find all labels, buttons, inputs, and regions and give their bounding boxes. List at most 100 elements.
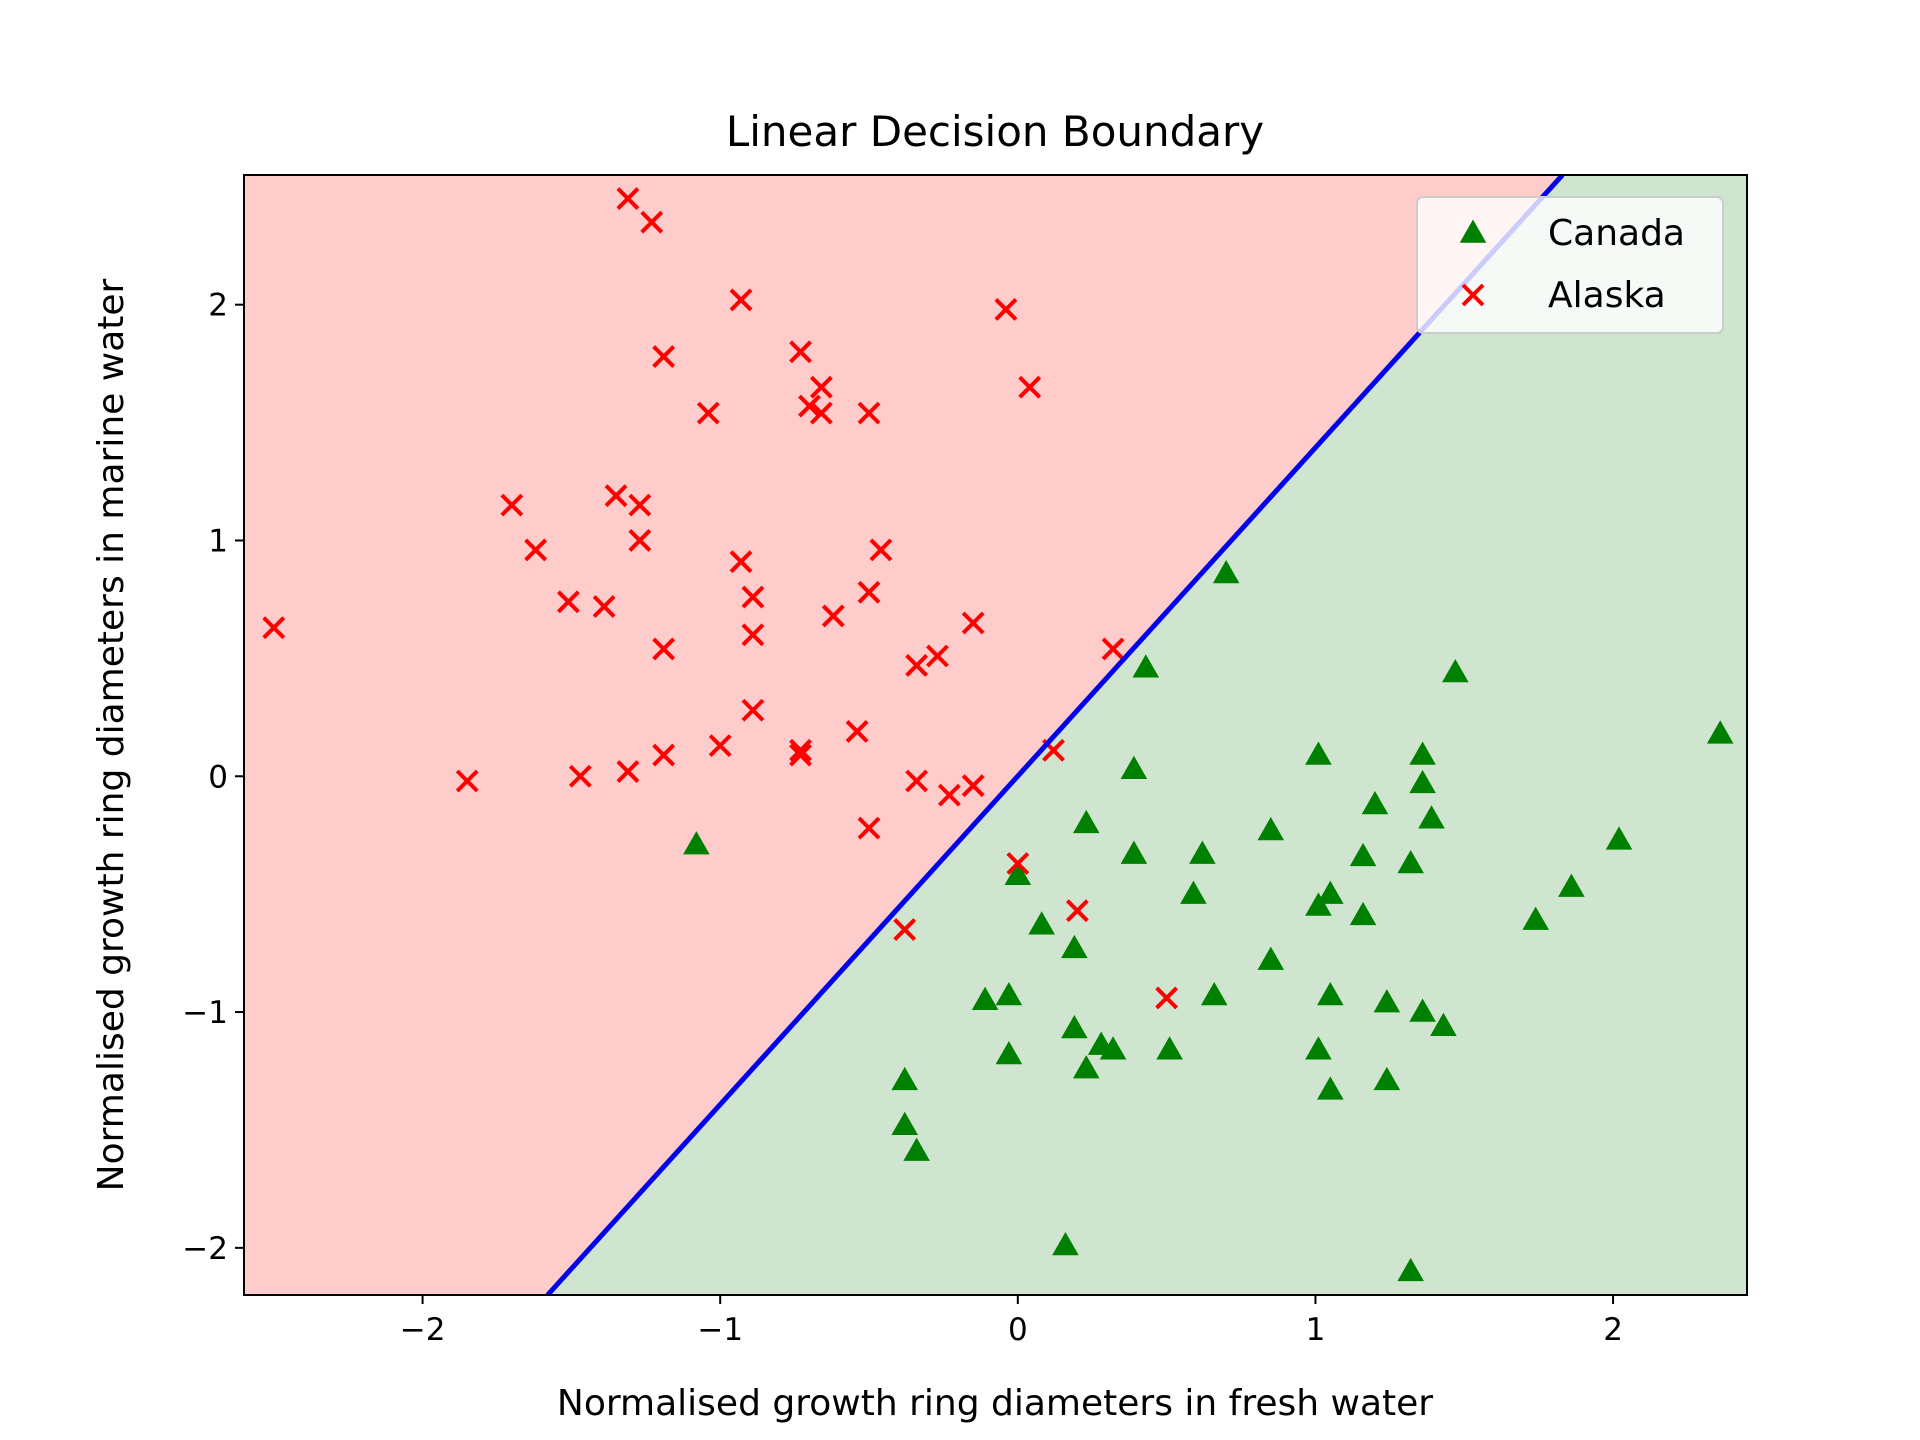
alaska-point — [926, 644, 949, 668]
canada-point — [995, 1040, 1023, 1065]
canada-point — [1072, 1055, 1100, 1079]
y-tick-label: 1 — [208, 523, 228, 559]
alaska-point — [616, 760, 640, 783]
canada-point — [1558, 873, 1585, 897]
alaska-point — [893, 918, 917, 941]
alaska-point — [729, 550, 753, 574]
alaska-point — [262, 616, 286, 640]
y-tick-label: 2 — [208, 288, 228, 324]
canada-point — [891, 1111, 919, 1135]
canada-point — [1212, 559, 1240, 584]
data-points — [262, 187, 1734, 1282]
y-tick-label: −2 — [182, 1231, 228, 1267]
canada-point — [1200, 982, 1228, 1006]
canada-point — [1120, 840, 1148, 864]
canada-point — [1257, 946, 1285, 970]
alaska-point — [809, 375, 833, 399]
canada-point — [1099, 1036, 1127, 1060]
canada-point — [1072, 809, 1100, 834]
x-tick-label: 1 — [1306, 1312, 1326, 1348]
canada-point — [1397, 849, 1424, 874]
alaska-point — [1018, 375, 1042, 399]
decision-regions — [244, 175, 1747, 1295]
alaska-point — [905, 654, 929, 677]
canada-point — [1257, 816, 1285, 841]
alaska-point — [696, 401, 720, 425]
boundary-line — [545, 175, 1565, 1295]
canada-point — [1373, 1066, 1401, 1091]
y-tick-label: −1 — [182, 995, 228, 1031]
canada-point — [1305, 741, 1332, 765]
alaska-point — [961, 774, 985, 798]
canada-point — [1397, 1257, 1424, 1282]
alaska-point — [961, 611, 985, 635]
canada-point — [683, 831, 710, 855]
plot-frame — [243, 174, 1748, 1296]
canada-point — [1180, 880, 1207, 904]
alaska-point — [652, 345, 676, 368]
canada-point — [1349, 901, 1377, 926]
alaska-point — [524, 538, 548, 562]
region-alaska — [244, 175, 1563, 1295]
canada-point — [1430, 1012, 1457, 1036]
alaska-point — [556, 590, 580, 614]
alaska-point — [455, 769, 479, 793]
canada-point — [1409, 741, 1436, 765]
x-tick-label: −1 — [697, 1312, 743, 1348]
region-canada — [547, 175, 1747, 1295]
chart-title: Linear Decision Boundary — [726, 107, 1264, 156]
canada-point — [1409, 998, 1436, 1022]
legend-label: Alaska — [1548, 275, 1666, 316]
canada-legend-marker — [1459, 219, 1487, 243]
alaska-point — [905, 769, 929, 793]
canada-point — [1349, 842, 1377, 867]
canada-point — [891, 1066, 919, 1091]
alaska-point — [869, 538, 893, 562]
legend-item-alaska: Alaska — [1461, 275, 1666, 316]
alaska-point — [652, 743, 676, 767]
alaska-legend-marker — [1461, 283, 1485, 307]
alaska-point — [1006, 852, 1030, 875]
alaska-point — [652, 637, 676, 661]
canada-point — [1317, 982, 1344, 1006]
alaska-point — [857, 816, 881, 840]
legend-item-canada: Canada — [1459, 213, 1685, 254]
y-axis: −2 −1 0 1 2 — [182, 288, 244, 1267]
alaska-point — [1065, 899, 1089, 923]
x-axis-label: Normalised growth ring diameters in fres… — [557, 1383, 1433, 1424]
canada-point — [1156, 1036, 1183, 1060]
canada-point — [1706, 720, 1734, 744]
canada-point — [1132, 654, 1160, 678]
y-tick-label: 0 — [208, 759, 228, 795]
alaska-point — [789, 738, 812, 762]
alaska-point — [500, 493, 524, 517]
alaska-point — [741, 698, 765, 722]
alaska-point — [994, 297, 1018, 321]
x-tick-label: −2 — [400, 1312, 446, 1348]
alaska-point — [592, 595, 616, 618]
alaska-point — [604, 484, 628, 508]
alaska-point — [809, 401, 833, 425]
alaska-point — [857, 401, 881, 425]
canada-point — [971, 986, 999, 1011]
decision-boundary — [545, 175, 1565, 1295]
canada-point — [1442, 659, 1469, 683]
alaska-point — [708, 734, 732, 758]
alaska-point — [628, 529, 652, 552]
canada-point — [1061, 934, 1088, 959]
canada-point — [1605, 826, 1633, 850]
canada-point — [1028, 911, 1055, 935]
canada-point — [1120, 755, 1148, 779]
x-axis: −2 −1 0 1 2 — [400, 1295, 1623, 1348]
canada-point — [1409, 769, 1436, 794]
canada-point — [1361, 791, 1389, 815]
alaska-point — [821, 604, 845, 628]
canada-point — [1189, 840, 1216, 864]
alaska-point — [798, 394, 821, 418]
canada-point — [1305, 1036, 1332, 1060]
canada-point — [1373, 989, 1401, 1013]
canada-point — [903, 1137, 930, 1161]
canada-point — [1004, 861, 1032, 886]
alaska-point — [845, 720, 869, 743]
